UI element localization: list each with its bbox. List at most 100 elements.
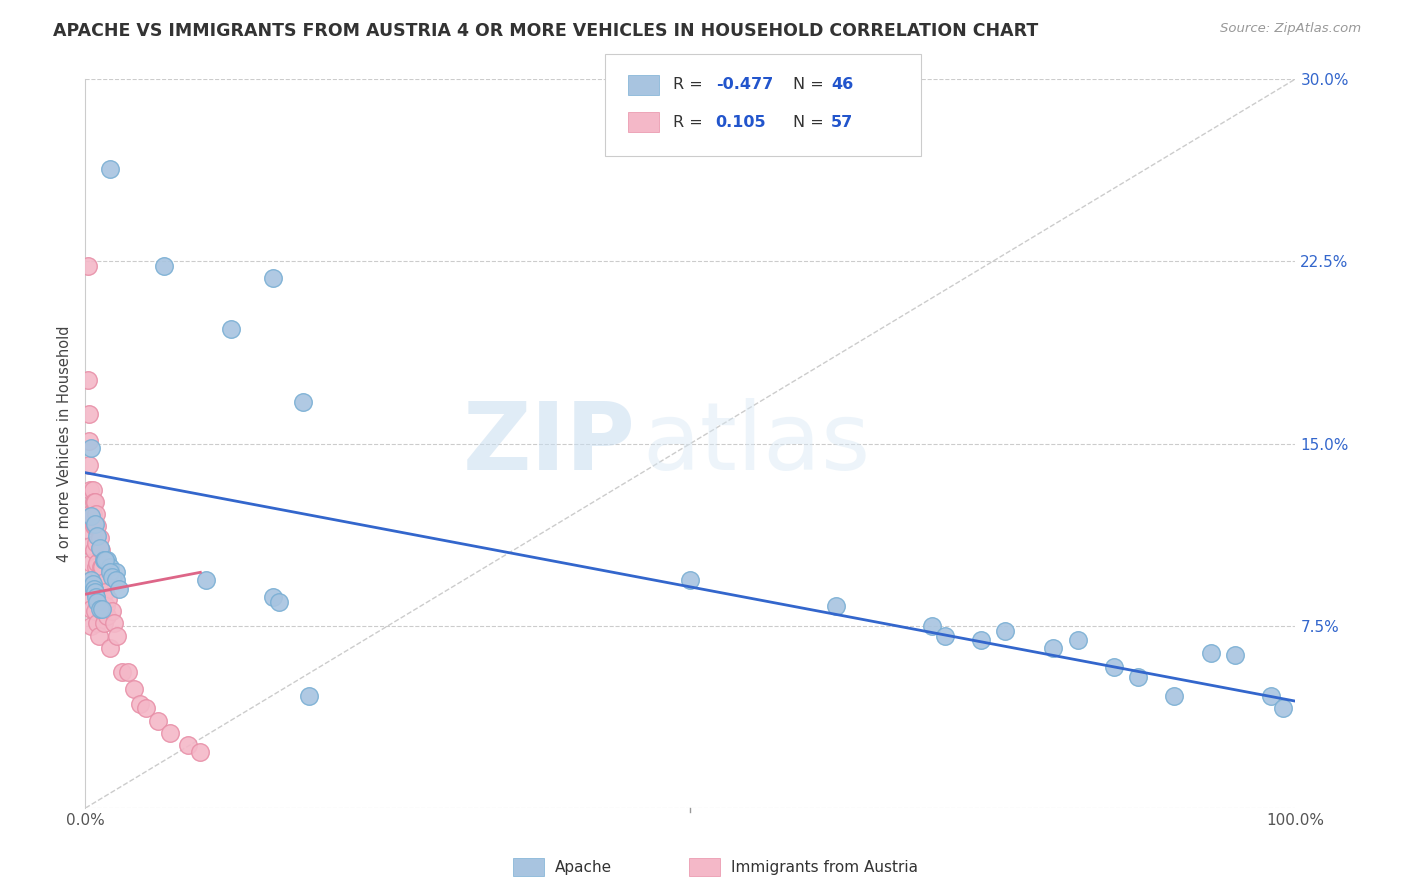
Point bbox=[82, 483, 104, 497]
Point bbox=[80, 619, 103, 633]
Point bbox=[177, 738, 200, 752]
Point bbox=[1163, 690, 1185, 704]
Point bbox=[82, 580, 104, 594]
Point bbox=[79, 507, 101, 521]
Point bbox=[80, 590, 103, 604]
Point bbox=[97, 592, 120, 607]
Point bbox=[83, 519, 105, 533]
Point bbox=[159, 725, 181, 739]
Point bbox=[108, 582, 131, 597]
Y-axis label: 4 or more Vehicles in Household: 4 or more Vehicles in Household bbox=[58, 326, 72, 562]
Point bbox=[93, 616, 115, 631]
Point bbox=[104, 566, 127, 580]
Point bbox=[679, 573, 702, 587]
Point bbox=[83, 582, 105, 597]
Point bbox=[83, 580, 105, 594]
Point bbox=[1199, 646, 1222, 660]
Point bbox=[83, 543, 105, 558]
Text: 57: 57 bbox=[831, 115, 853, 129]
Text: ZIP: ZIP bbox=[463, 398, 636, 490]
Point bbox=[86, 519, 108, 533]
Text: 0.105: 0.105 bbox=[716, 115, 766, 129]
Point bbox=[1066, 633, 1088, 648]
Point bbox=[103, 616, 125, 631]
Point bbox=[1260, 690, 1282, 704]
Point bbox=[128, 697, 150, 711]
Point bbox=[84, 516, 107, 531]
Point bbox=[80, 573, 103, 587]
Point bbox=[89, 567, 111, 582]
Point bbox=[91, 604, 114, 618]
Point bbox=[195, 573, 218, 587]
Point bbox=[153, 259, 176, 273]
Point bbox=[104, 573, 127, 587]
Point bbox=[84, 507, 107, 521]
Point bbox=[80, 509, 103, 524]
Point bbox=[267, 594, 290, 608]
Point bbox=[84, 495, 107, 509]
Point bbox=[80, 602, 103, 616]
Point bbox=[80, 573, 103, 587]
Point bbox=[80, 556, 103, 570]
Point bbox=[101, 570, 124, 584]
Point bbox=[93, 575, 115, 590]
Point bbox=[76, 373, 98, 387]
Point bbox=[84, 590, 107, 604]
Point bbox=[84, 519, 107, 533]
Point bbox=[98, 161, 121, 176]
Point bbox=[298, 690, 321, 704]
Point bbox=[84, 536, 107, 550]
Point bbox=[98, 566, 121, 580]
Point bbox=[994, 624, 1017, 638]
Point bbox=[77, 408, 100, 422]
Point bbox=[86, 529, 108, 543]
Point bbox=[77, 434, 100, 449]
Text: -0.477: -0.477 bbox=[716, 78, 773, 92]
Text: atlas: atlas bbox=[643, 398, 870, 490]
Text: R =: R = bbox=[673, 78, 709, 92]
Point bbox=[101, 604, 124, 618]
Point bbox=[84, 584, 107, 599]
Point bbox=[93, 553, 115, 567]
Point bbox=[970, 633, 993, 648]
Point bbox=[262, 271, 284, 285]
Point bbox=[93, 584, 115, 599]
Point bbox=[219, 322, 242, 336]
Point bbox=[122, 681, 145, 696]
Point bbox=[89, 602, 111, 616]
Text: N =: N = bbox=[793, 115, 830, 129]
Text: Source: ZipAtlas.com: Source: ZipAtlas.com bbox=[1220, 22, 1361, 36]
Point bbox=[77, 458, 100, 473]
Point bbox=[146, 714, 169, 728]
Point bbox=[82, 577, 104, 591]
Point bbox=[91, 602, 114, 616]
Text: Immigrants from Austria: Immigrants from Austria bbox=[731, 860, 918, 874]
Text: APACHE VS IMMIGRANTS FROM AUSTRIA 4 OR MORE VEHICLES IN HOUSEHOLD CORRELATION CH: APACHE VS IMMIGRANTS FROM AUSTRIA 4 OR M… bbox=[53, 22, 1039, 40]
Point bbox=[98, 560, 121, 574]
Point bbox=[79, 483, 101, 497]
Point bbox=[79, 539, 101, 553]
Text: N =: N = bbox=[793, 78, 830, 92]
Point bbox=[87, 580, 110, 594]
Point bbox=[86, 556, 108, 570]
Point bbox=[824, 599, 846, 614]
Point bbox=[89, 541, 111, 555]
Text: 46: 46 bbox=[831, 78, 853, 92]
Point bbox=[188, 745, 211, 759]
Point bbox=[82, 507, 104, 521]
Point bbox=[117, 665, 139, 679]
Point bbox=[76, 259, 98, 273]
Text: R =: R = bbox=[673, 115, 709, 129]
Point bbox=[80, 442, 103, 456]
Point bbox=[292, 395, 315, 409]
Point bbox=[105, 628, 128, 642]
Point bbox=[87, 628, 110, 642]
Point bbox=[1223, 648, 1246, 662]
Point bbox=[94, 599, 117, 614]
Point bbox=[90, 543, 112, 558]
Point bbox=[89, 531, 111, 545]
Point bbox=[135, 701, 157, 715]
Point bbox=[98, 640, 121, 655]
Point bbox=[83, 495, 105, 509]
Point bbox=[86, 594, 108, 608]
